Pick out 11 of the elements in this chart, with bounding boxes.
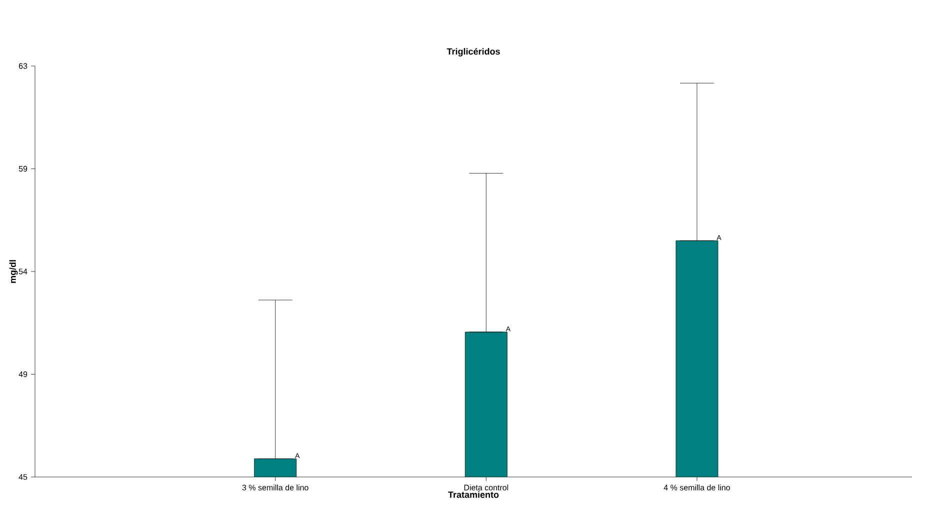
y-tick-label: 63 xyxy=(18,63,28,69)
x-axis-title: Tratamiento xyxy=(448,491,499,498)
y-tick-label: 45 xyxy=(18,474,28,480)
y-tick-label: 54 xyxy=(18,268,28,274)
x-tick-label: 3 % semilla de lino xyxy=(242,484,308,490)
y-tick-label: 49 xyxy=(18,371,28,378)
x-tick-label: 4 % semilla de lino xyxy=(664,484,730,490)
chart-title: Triglicéridos xyxy=(446,48,500,56)
y-tick-label: 59 xyxy=(18,166,28,172)
x-tick-label: Dieta control xyxy=(464,484,508,490)
y-axis-title: mg/dl xyxy=(9,260,18,283)
